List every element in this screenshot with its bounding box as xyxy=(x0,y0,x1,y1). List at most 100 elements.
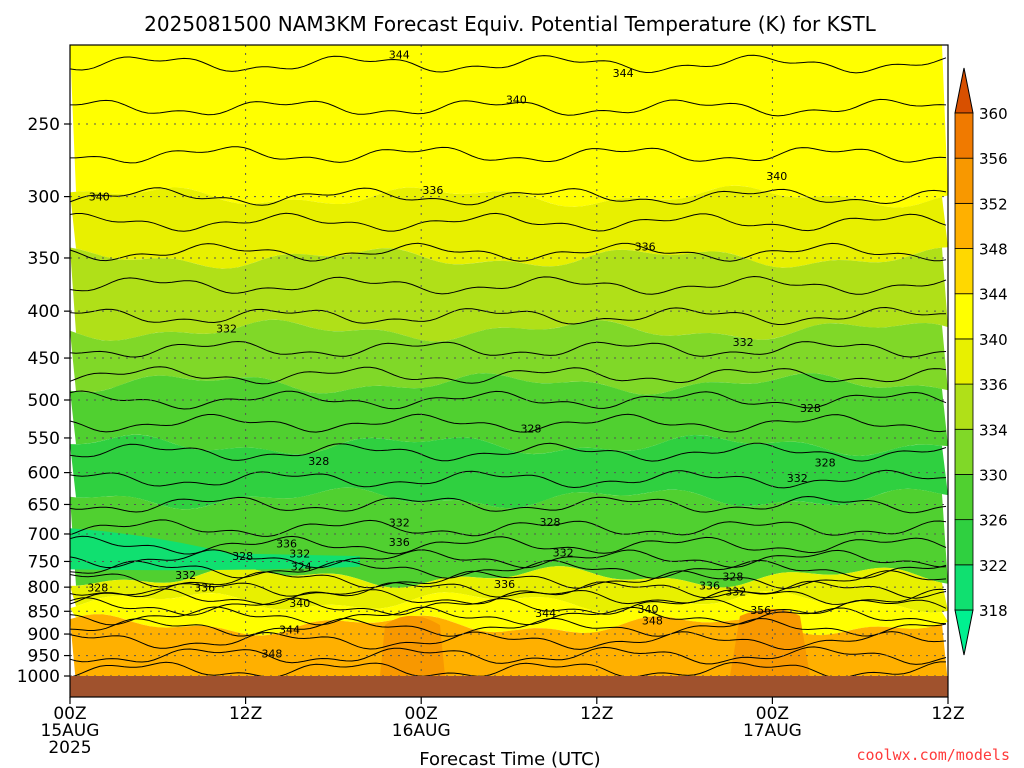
contour-line xyxy=(69,570,947,590)
x-tick-label: 16AUG xyxy=(392,721,451,741)
colorbar-label: 334 xyxy=(979,421,1008,439)
colorbar-segment xyxy=(954,338,974,385)
y-tick-label: 300 xyxy=(28,188,60,208)
colorbar-segment xyxy=(954,248,974,295)
contour-label: 340 xyxy=(506,93,527,106)
colorbar-label: 344 xyxy=(979,286,1008,304)
contour-label: 332 xyxy=(787,472,808,485)
y-axis: 250 300 350 400 450 500 550 600 650 700 750 800 850 9… xyxy=(17,115,70,687)
contour-label: 332 xyxy=(725,586,746,599)
ground-layer xyxy=(70,676,948,697)
y-tick-label: 400 xyxy=(28,302,60,322)
contour-label: 332 xyxy=(389,516,410,529)
colorbar-label: 360 xyxy=(979,105,1008,123)
contour-label: 328 xyxy=(87,582,108,595)
contour-label: 332 xyxy=(289,547,310,560)
contour-line xyxy=(69,306,946,326)
y-tick-label: 450 xyxy=(28,349,60,369)
contour-label: 344 xyxy=(389,49,410,62)
contour-line xyxy=(69,549,947,569)
contour-line xyxy=(69,580,947,599)
x-tick-label: 00Z xyxy=(53,704,86,724)
contour-label: 348 xyxy=(642,615,663,628)
colorbar-segment xyxy=(954,519,974,566)
contour-label: 336 xyxy=(389,536,410,549)
contour-label: 332 xyxy=(553,546,574,559)
contour-label: 344 xyxy=(613,67,634,80)
x-tick-label: 2025 xyxy=(48,738,91,758)
colorbar-label: 340 xyxy=(979,331,1008,349)
x-tick-label: 15AUG xyxy=(41,721,100,741)
contour-line xyxy=(69,661,946,679)
contour-line xyxy=(69,187,947,206)
colorbar-label: 348 xyxy=(979,241,1008,259)
contour-label: 332 xyxy=(216,323,237,336)
colorbar: 318 322 326 330 334 336 340 344 348 352 356 360 xyxy=(954,67,1008,656)
y-tick-label: 600 xyxy=(28,464,60,484)
colorbar-segment xyxy=(954,474,974,521)
colorbar-segment xyxy=(954,428,974,475)
y-tick-label: 1000 xyxy=(17,667,60,687)
contour-line xyxy=(69,588,947,606)
contour-label: 324 xyxy=(291,561,312,574)
colorbar-segment xyxy=(954,202,974,249)
y-tick-label: 800 xyxy=(28,578,60,598)
y-tick-label: 250 xyxy=(28,115,60,135)
contour-label: 328 xyxy=(539,516,560,529)
contour-label: 328 xyxy=(815,457,836,470)
contour-label: 336 xyxy=(422,184,443,197)
contour-label: 328 xyxy=(308,455,329,468)
contour-line xyxy=(69,54,947,74)
contour-line xyxy=(69,646,947,665)
x-tick-label: 00Z xyxy=(756,704,789,724)
contour-line xyxy=(69,495,947,514)
contour-label: 328 xyxy=(722,571,743,584)
colorbar-label: 356 xyxy=(979,150,1008,168)
x-tick-label: 12Z xyxy=(931,704,964,724)
colorbar-segment xyxy=(954,112,974,159)
colorbar-label: 322 xyxy=(979,557,1008,575)
color-band xyxy=(70,434,948,510)
credit-text: coolwx.com/models xyxy=(856,746,1010,764)
x-tick-label: 12Z xyxy=(580,704,613,724)
chart-title: 2025081500 NAM3KM Forecast Equiv. Potent… xyxy=(144,12,876,36)
contour-line xyxy=(69,212,947,232)
contour-label: 356 xyxy=(750,604,771,617)
color-band xyxy=(70,566,948,613)
contour-label: 348 xyxy=(261,647,282,660)
x-tick-label: 12Z xyxy=(229,704,262,724)
x-tick-label: 17AUG xyxy=(743,721,802,741)
contour-line xyxy=(69,535,947,555)
y-tick-label: 650 xyxy=(28,495,60,515)
y-tick-label: 850 xyxy=(28,602,60,622)
y-tick-label: 500 xyxy=(28,391,60,411)
contour-label: 340 xyxy=(289,597,310,610)
contour-label: 344 xyxy=(535,607,556,620)
contour-label: 336 xyxy=(635,240,656,253)
contour-label: 328 xyxy=(232,550,253,563)
colorbar-label: 336 xyxy=(979,376,1008,394)
plot-frame xyxy=(69,44,949,698)
y-tick-label: 700 xyxy=(28,525,60,545)
contour-label: 332 xyxy=(175,569,196,582)
contour-line xyxy=(69,631,947,651)
x-axis-label: Forecast Time (UTC) xyxy=(419,749,600,768)
contour-line xyxy=(70,98,947,117)
colorbar-segment xyxy=(954,157,974,204)
y-tick-label: 350 xyxy=(28,249,60,269)
contour-label: 340 xyxy=(638,603,659,616)
colorbar-arrow-bottom xyxy=(954,609,974,656)
contour-line xyxy=(69,559,947,579)
colorbar-segment xyxy=(954,383,974,430)
contour-label: 336 xyxy=(194,582,215,595)
contour-line xyxy=(70,146,947,164)
x-tick-label: 00Z xyxy=(405,704,438,724)
y-tick-label: 950 xyxy=(28,647,60,667)
contour-label: 340 xyxy=(89,191,110,204)
contour-label: 328 xyxy=(800,402,821,415)
color-band xyxy=(70,373,948,456)
contour-label: 336 xyxy=(276,538,297,551)
contour-line xyxy=(69,340,947,358)
contour-label: 340 xyxy=(766,170,787,183)
